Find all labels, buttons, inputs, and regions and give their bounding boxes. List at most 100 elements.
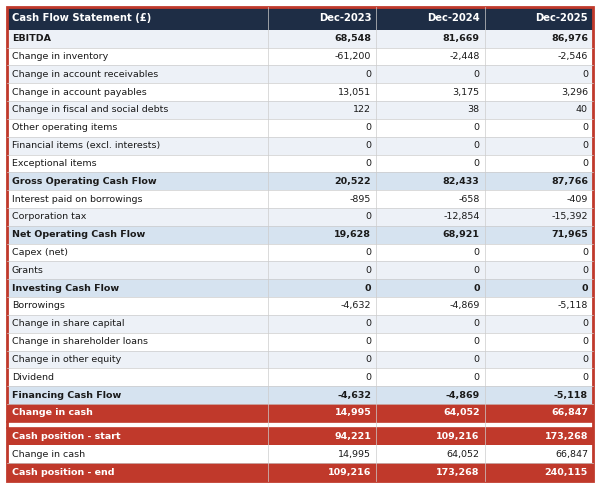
Text: -2,546: -2,546 xyxy=(557,52,588,61)
Text: 0: 0 xyxy=(365,373,371,382)
Text: -658: -658 xyxy=(458,195,479,203)
Text: 14,995: 14,995 xyxy=(338,450,371,459)
Text: 0: 0 xyxy=(582,141,588,150)
Bar xyxy=(7,463,593,481)
Text: 0: 0 xyxy=(582,355,588,364)
Bar xyxy=(7,30,593,47)
Text: 240,115: 240,115 xyxy=(545,468,588,477)
Text: -4,632: -4,632 xyxy=(337,390,371,400)
Text: 0: 0 xyxy=(365,141,371,150)
Text: 86,976: 86,976 xyxy=(551,34,588,43)
Bar xyxy=(7,7,593,30)
Text: Interest paid on borrowings: Interest paid on borrowings xyxy=(12,195,143,203)
Text: 0: 0 xyxy=(473,266,479,275)
Text: Change in share capital: Change in share capital xyxy=(12,319,125,328)
Text: 0: 0 xyxy=(365,248,371,257)
Text: 40: 40 xyxy=(576,105,588,115)
Text: 173,268: 173,268 xyxy=(436,468,479,477)
Text: Grants: Grants xyxy=(12,266,44,275)
Text: 0: 0 xyxy=(582,266,588,275)
Text: 81,669: 81,669 xyxy=(443,34,479,43)
Text: Cash position - end: Cash position - end xyxy=(12,468,115,477)
Text: Change in inventory: Change in inventory xyxy=(12,52,108,61)
Text: Exceptional items: Exceptional items xyxy=(12,159,97,168)
Text: 0: 0 xyxy=(365,70,371,79)
Text: 0: 0 xyxy=(365,212,371,222)
Bar xyxy=(7,368,593,386)
Text: -4,869: -4,869 xyxy=(449,302,479,310)
Text: 64,052: 64,052 xyxy=(443,408,479,417)
Text: 3,175: 3,175 xyxy=(452,88,479,97)
Text: Change in other equity: Change in other equity xyxy=(12,355,121,364)
Text: 0: 0 xyxy=(582,319,588,328)
Bar xyxy=(7,47,593,65)
Bar xyxy=(7,172,593,190)
Bar xyxy=(7,101,593,119)
Text: 0: 0 xyxy=(473,123,479,132)
Bar xyxy=(7,422,593,427)
Text: Cash Flow Statement (£): Cash Flow Statement (£) xyxy=(12,13,151,23)
Text: 0: 0 xyxy=(582,123,588,132)
Text: 0: 0 xyxy=(473,159,479,168)
Text: 0: 0 xyxy=(365,123,371,132)
Text: 71,965: 71,965 xyxy=(551,230,588,239)
Text: Gross Operating Cash Flow: Gross Operating Cash Flow xyxy=(12,177,157,186)
Text: 14,995: 14,995 xyxy=(334,408,371,417)
Text: 0: 0 xyxy=(365,266,371,275)
Text: -4,869: -4,869 xyxy=(445,390,479,400)
Text: 3,296: 3,296 xyxy=(561,88,588,97)
Text: -4,632: -4,632 xyxy=(341,302,371,310)
Text: 38: 38 xyxy=(467,105,479,115)
Text: 0: 0 xyxy=(365,319,371,328)
Text: 68,921: 68,921 xyxy=(443,230,479,239)
Text: -2,448: -2,448 xyxy=(449,52,479,61)
Text: 66,847: 66,847 xyxy=(555,450,588,459)
Text: Dec-2025: Dec-2025 xyxy=(535,13,588,23)
Text: Change in fiscal and social debts: Change in fiscal and social debts xyxy=(12,105,169,115)
Text: -12,854: -12,854 xyxy=(443,212,479,222)
Text: Dividend: Dividend xyxy=(12,373,54,382)
Text: -409: -409 xyxy=(566,195,588,203)
Text: 0: 0 xyxy=(582,248,588,257)
Bar xyxy=(7,137,593,155)
Text: 0: 0 xyxy=(473,70,479,79)
Bar xyxy=(7,226,593,244)
Bar xyxy=(7,333,593,350)
Text: 94,221: 94,221 xyxy=(334,432,371,441)
Text: -5,118: -5,118 xyxy=(554,390,588,400)
Text: 0: 0 xyxy=(473,284,479,293)
Text: Change in shareholder loans: Change in shareholder loans xyxy=(12,337,148,346)
Text: EBITDA: EBITDA xyxy=(12,34,51,43)
Text: 0: 0 xyxy=(582,337,588,346)
Text: Change in cash: Change in cash xyxy=(12,408,93,417)
Text: 0: 0 xyxy=(365,284,371,293)
Bar xyxy=(7,386,593,404)
Text: 82,433: 82,433 xyxy=(443,177,479,186)
Bar xyxy=(7,279,593,297)
Text: 109,216: 109,216 xyxy=(436,432,479,441)
Text: 0: 0 xyxy=(582,70,588,79)
Text: 0: 0 xyxy=(365,337,371,346)
Bar xyxy=(7,446,593,463)
Bar xyxy=(7,190,593,208)
Text: Dec-2024: Dec-2024 xyxy=(427,13,479,23)
Text: Capex (net): Capex (net) xyxy=(12,248,68,257)
Bar xyxy=(7,262,593,279)
Bar xyxy=(7,65,593,83)
Text: Corporation tax: Corporation tax xyxy=(12,212,86,222)
Text: -61,200: -61,200 xyxy=(335,52,371,61)
Text: Borrowings: Borrowings xyxy=(12,302,65,310)
Text: 0: 0 xyxy=(473,337,479,346)
Text: 0: 0 xyxy=(473,319,479,328)
Bar xyxy=(7,244,593,262)
Text: Investing Cash Flow: Investing Cash Flow xyxy=(12,284,119,293)
Text: 87,766: 87,766 xyxy=(551,177,588,186)
Text: 0: 0 xyxy=(473,248,479,257)
Text: 66,847: 66,847 xyxy=(551,408,588,417)
Text: -5,118: -5,118 xyxy=(557,302,588,310)
Text: Change in account payables: Change in account payables xyxy=(12,88,147,97)
Text: Net Operating Cash Flow: Net Operating Cash Flow xyxy=(12,230,145,239)
Text: Change in cash: Change in cash xyxy=(12,450,85,459)
Text: 109,216: 109,216 xyxy=(328,468,371,477)
Bar xyxy=(7,208,593,226)
